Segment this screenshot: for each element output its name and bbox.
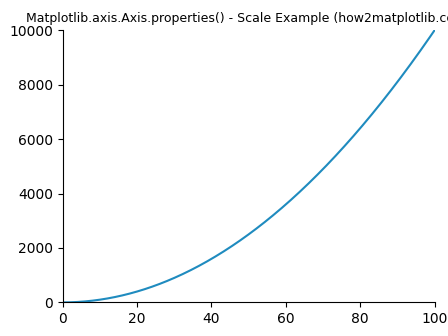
Title: Matplotlib.axis.Axis.properties() - Scale Example (how2matplotlib.com): Matplotlib.axis.Axis.properties() - Scal… [26,12,448,25]
